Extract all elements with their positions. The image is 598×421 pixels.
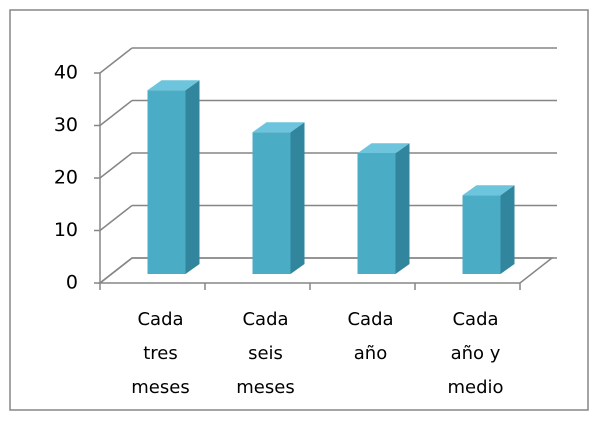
bar-top (357, 143, 410, 154)
grid-line (99, 152, 133, 179)
y-tick-label: 10 (54, 219, 78, 241)
y-tick-label: 0 (66, 272, 78, 294)
bar-side (500, 185, 515, 274)
bar (252, 132, 291, 274)
bar-side (290, 122, 305, 274)
bar-top (147, 80, 200, 91)
y-tick-label: 30 (54, 114, 78, 136)
chart-frame (9, 9, 589, 411)
bar-side (185, 80, 200, 274)
bar (357, 153, 396, 274)
bar (147, 90, 186, 274)
y-tick-label: 40 (54, 62, 78, 84)
bar-top (252, 122, 305, 133)
grid-line (99, 47, 133, 74)
x-tick-label: Cada tres meses (131, 309, 190, 398)
x-tick-label: Cada seis meses (236, 309, 295, 398)
bar-side (395, 143, 410, 274)
y-tick-label: 20 (54, 167, 78, 189)
bar-top (462, 185, 515, 196)
x-tick-label: Cada año y medio (447, 309, 504, 398)
bar (462, 195, 501, 274)
x-tick-label: Cada año (347, 309, 394, 364)
grid-line (99, 204, 133, 232)
grid-line (99, 99, 133, 127)
grid-line (99, 257, 133, 284)
